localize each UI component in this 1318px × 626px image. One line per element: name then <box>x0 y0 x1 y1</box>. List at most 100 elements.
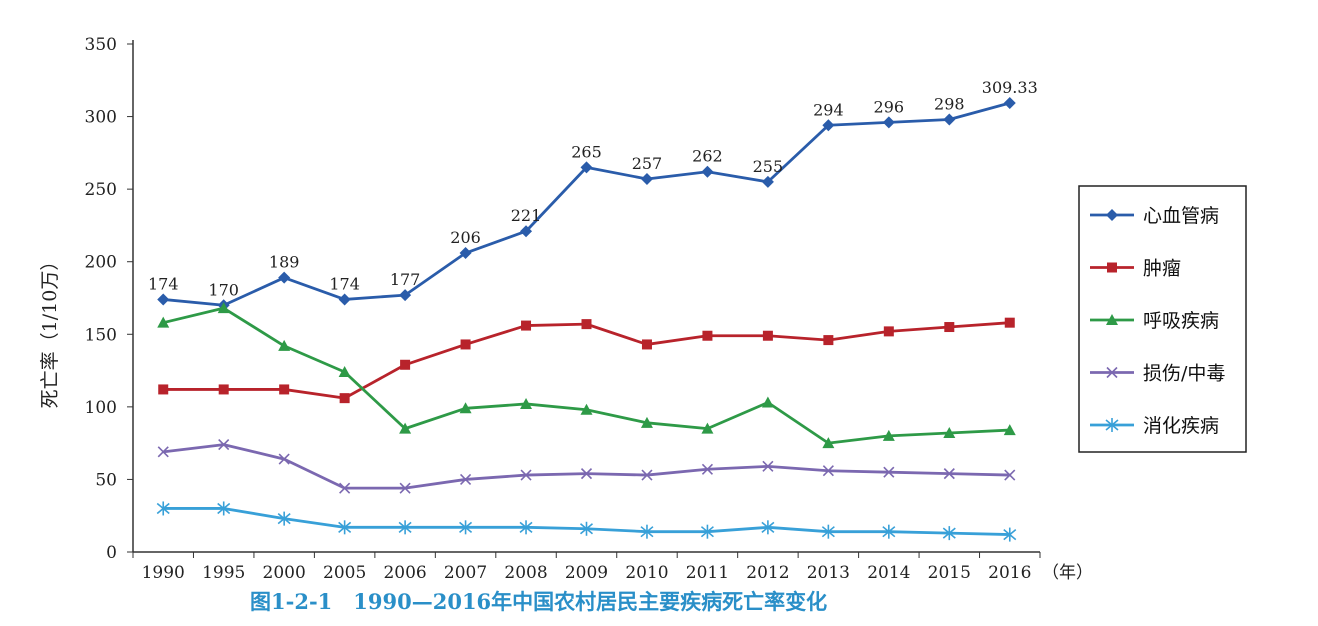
data-point <box>702 330 713 341</box>
data-point <box>1004 469 1016 481</box>
data-label: 177 <box>390 270 421 289</box>
legend-swatch-marker <box>1106 314 1118 325</box>
data-point <box>339 482 351 494</box>
data-point <box>1004 317 1015 328</box>
data-point <box>883 326 894 337</box>
data-label: 170 <box>208 280 239 299</box>
data-point <box>1003 527 1017 542</box>
series-2 <box>157 302 1016 449</box>
data-point <box>460 339 471 350</box>
data-point <box>519 520 533 535</box>
data-point <box>399 289 412 302</box>
series-group <box>156 97 1017 542</box>
data-point <box>399 422 412 434</box>
data-point <box>398 520 412 535</box>
data-point <box>459 247 472 260</box>
y-tick-label: 350 <box>85 35 117 55</box>
data-point <box>217 302 230 314</box>
series-1 <box>158 317 1015 404</box>
data-point <box>942 526 956 541</box>
data-point <box>279 384 290 395</box>
x-axis-unit: （年） <box>1042 563 1093 583</box>
data-point <box>338 366 351 378</box>
data-point <box>218 439 230 451</box>
data-point <box>943 113 956 126</box>
y-tick-label: 150 <box>85 325 117 345</box>
legend-swatch-marker <box>1106 209 1118 221</box>
data-point <box>158 384 169 395</box>
data-point <box>277 511 291 526</box>
x-tick-label: 2008 <box>504 563 547 583</box>
data-point <box>822 437 835 449</box>
legend-label: 消化疾病 <box>1143 415 1219 437</box>
data-point <box>460 473 472 485</box>
data-point <box>641 469 653 481</box>
data-point <box>156 501 170 516</box>
y-tick-label: 50 <box>95 470 117 490</box>
x-ticks: 1990 1995 2000 2005 2006 2007 2008 2009 2010 2011… <box>132 552 1041 583</box>
data-point <box>339 393 350 404</box>
data-point <box>701 165 714 178</box>
data-point <box>943 426 956 438</box>
data-point <box>520 397 533 409</box>
data-point <box>701 422 714 434</box>
data-point <box>700 524 714 539</box>
x-tick-label: 2000 <box>263 563 306 583</box>
data-point <box>761 175 774 188</box>
legend-item: 心血管病 <box>1090 205 1219 227</box>
data-point <box>580 468 593 480</box>
x-tick-label: 2015 <box>928 563 971 583</box>
x-tick-label: 2009 <box>565 563 608 583</box>
legend-item: 呼吸疾病 <box>1090 310 1219 332</box>
x-tick-label: 1995 <box>202 563 245 583</box>
legend-item: 肿瘤 <box>1090 258 1181 280</box>
x-tick-label: 2012 <box>746 563 789 583</box>
data-point <box>399 482 411 494</box>
series-3 <box>157 439 1016 494</box>
axes <box>132 40 1040 553</box>
data-point <box>640 416 653 428</box>
data-point <box>882 429 895 441</box>
legend-label: 损伤/中毒 <box>1143 363 1225 385</box>
legend-item: 消化疾病 <box>1090 415 1219 437</box>
series-0 <box>157 97 1016 312</box>
x-tick-label: 2011 <box>686 563 729 583</box>
data-point <box>218 384 229 395</box>
legend-label: 肿瘤 <box>1143 258 1181 280</box>
data-point <box>823 335 834 346</box>
data-point <box>640 172 653 185</box>
data-point <box>822 465 834 477</box>
x-tick-label: 1990 <box>142 563 185 583</box>
data-label: 189 <box>269 253 300 272</box>
data-point <box>278 271 291 284</box>
data-point <box>157 293 170 306</box>
data-point <box>400 359 411 370</box>
data-point <box>278 453 290 465</box>
data-label: 174 <box>329 274 360 293</box>
x-tick-label: 2014 <box>867 563 910 583</box>
data-point <box>640 524 654 539</box>
data-label: 262 <box>692 147 723 166</box>
data-point <box>521 320 532 331</box>
data-point <box>882 116 895 129</box>
x-tick-label: 2006 <box>383 563 426 583</box>
legend-item: 损伤/中毒 <box>1090 363 1225 385</box>
data-point <box>520 469 532 481</box>
y-tick-label: 0 <box>106 543 117 563</box>
x-tick-label: 2016 <box>988 563 1031 583</box>
data-point <box>943 468 955 480</box>
x-tick-label: 2005 <box>323 563 366 583</box>
data-point <box>762 330 773 341</box>
data-label: 206 <box>450 228 481 247</box>
legend-label: 呼吸疾病 <box>1143 310 1219 332</box>
data-point <box>822 119 835 132</box>
data-point <box>761 396 774 408</box>
data-point <box>338 520 352 535</box>
series-4 <box>156 501 1017 542</box>
data-point <box>459 402 472 414</box>
data-point <box>579 521 594 536</box>
data-point <box>701 463 713 475</box>
legend-swatch-marker <box>1107 262 1117 273</box>
